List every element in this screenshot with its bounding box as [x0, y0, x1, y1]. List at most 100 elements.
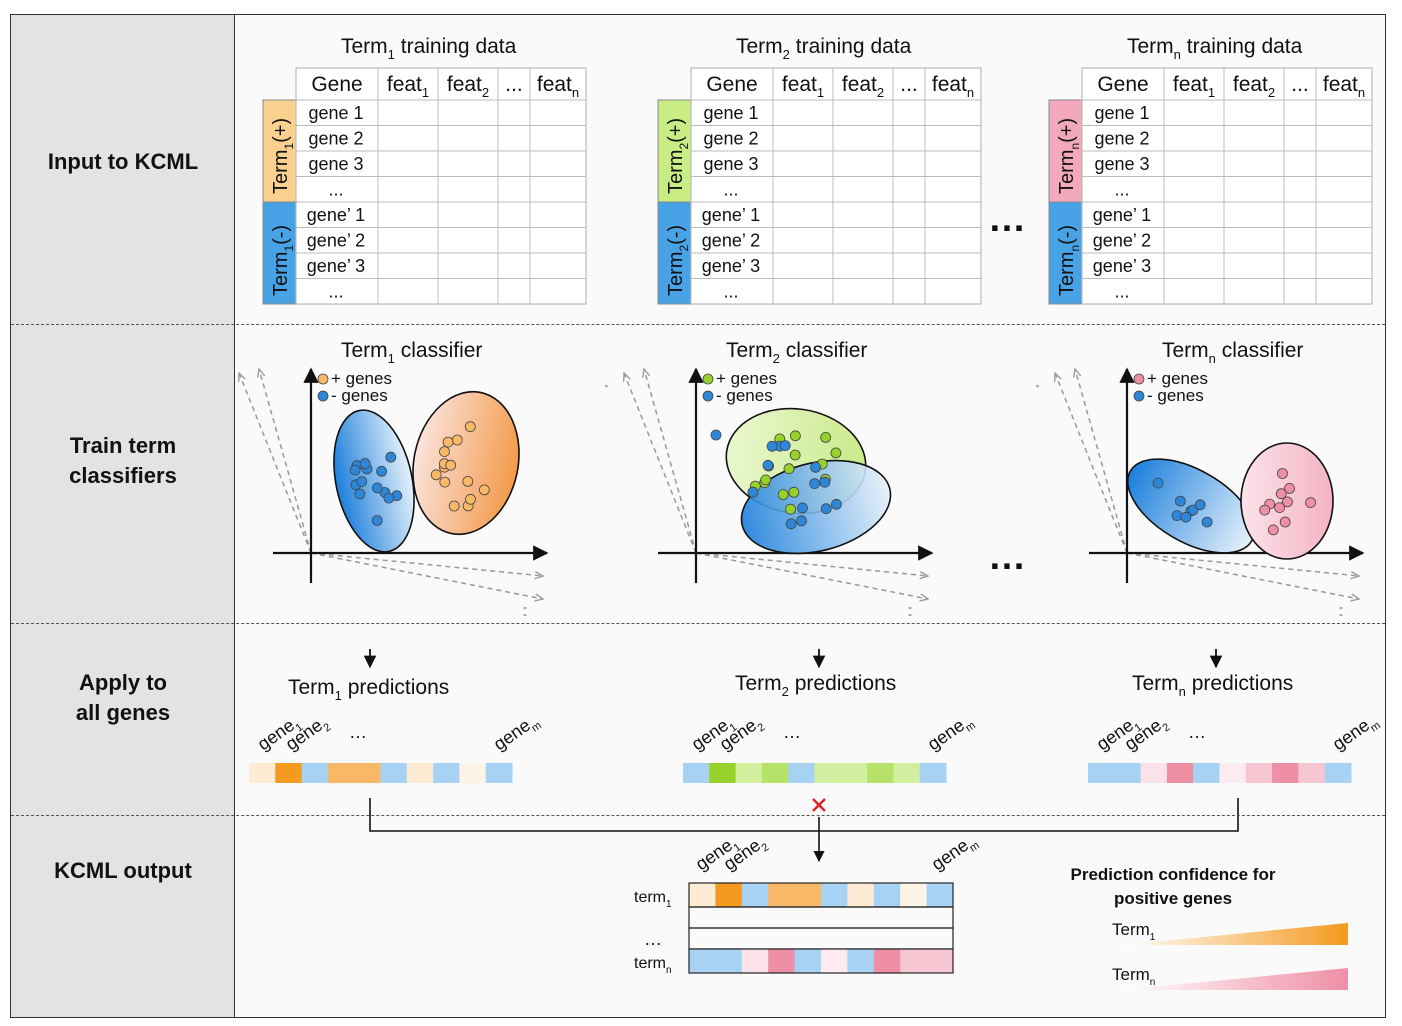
- gene-point: [442, 436, 454, 448]
- gene-point: [819, 476, 831, 488]
- output-cell: [926, 949, 954, 973]
- gene-point: [478, 484, 490, 496]
- prediction-cell: [893, 763, 921, 783]
- gene-point: [376, 465, 388, 477]
- confidence-legend: Term1 Termn: [1112, 920, 1348, 990]
- table-row-gene: gene 1: [308, 103, 363, 123]
- diagram-svg: Term1 training data Term1(+) Term1(-) Gene f…: [219, 35, 1383, 990]
- gene-point: [1152, 477, 1164, 489]
- gene-column-label: gene2: [716, 711, 768, 757]
- training-table-title: Termn training data: [1127, 35, 1303, 62]
- gene-column-label-last: genem: [1329, 710, 1383, 758]
- gene-point: [820, 431, 832, 443]
- training-table-title: Term1 training data: [341, 35, 517, 62]
- legend-positive-label: + genes: [331, 369, 392, 388]
- gene-point: [1201, 516, 1213, 528]
- legend-positive-dot: [702, 373, 714, 385]
- classifier-plot-3: Termn classifier + genes- genes: [1035, 339, 1365, 621]
- gene-point: [789, 449, 801, 461]
- table-row-gene: ...: [1114, 282, 1129, 302]
- gene-point: [465, 493, 476, 505]
- gene-point: [830, 447, 842, 459]
- alt-axis-line: [1055, 373, 1128, 554]
- prediction-cell: [354, 763, 381, 783]
- negative-set-label: Term2(-): [665, 225, 691, 296]
- gene-columns-ellipsis: …: [783, 722, 801, 742]
- gene-point: [790, 430, 801, 442]
- table-row-gene: gene 3: [1094, 154, 1149, 174]
- gene-point: [448, 500, 460, 512]
- output-cell: [873, 883, 901, 907]
- gene-point: [439, 476, 451, 488]
- classifier-title: Term1 classifier: [341, 339, 482, 366]
- gene-point: [1171, 510, 1183, 521]
- gene-point: [1277, 468, 1288, 479]
- gene-point: [451, 434, 463, 446]
- table-header-cell: feat1: [782, 73, 824, 100]
- table-row-gene: gene 3: [308, 154, 363, 174]
- prediction-cell: [1324, 763, 1352, 783]
- table-row-gene: gene’ 1: [702, 205, 760, 225]
- alt-axis-line: [239, 373, 312, 554]
- legend-positive-label: + genes: [716, 369, 777, 388]
- table-grid-border: [295, 67, 587, 305]
- table-row-gene: gene 2: [308, 129, 363, 149]
- gene-point: [783, 463, 795, 475]
- alt-axis-line: [259, 369, 312, 554]
- table-header-cell: feat2: [1233, 73, 1275, 100]
- prediction-cell: [683, 763, 710, 783]
- table-header-cell: featn: [1323, 73, 1365, 100]
- gene-point: [464, 421, 476, 433]
- confidence-gradient-ramp: [1121, 923, 1348, 945]
- table-row-gene: gene 2: [1094, 129, 1149, 149]
- gene-point: [785, 518, 797, 530]
- table-row-gene: gene’ 3: [307, 256, 365, 276]
- table-header-cell: Gene: [311, 73, 362, 96]
- table-row-gene: gene’ 2: [307, 231, 365, 251]
- prediction-cell: [867, 763, 894, 783]
- gene-point: [1180, 511, 1192, 523]
- gene-point: [1274, 502, 1285, 514]
- output-cell: [715, 883, 743, 907]
- gene-point: [810, 461, 821, 473]
- gene-point: [747, 486, 759, 498]
- negative-set-label-bg: [657, 201, 692, 305]
- stage-label-output: KCML output: [54, 858, 192, 883]
- table-header-cell: ...: [505, 73, 523, 96]
- alt-axis-line: [1126, 552, 1359, 576]
- prediction-cell: [788, 763, 815, 783]
- classifier-title: Termn classifier: [1162, 339, 1303, 366]
- output-cell: [794, 949, 822, 973]
- separator-input-train: [11, 324, 1385, 325]
- gene-point: [1275, 488, 1287, 500]
- output-row-border: [688, 948, 954, 974]
- output-cell: [847, 883, 875, 907]
- gene-point: [777, 489, 789, 500]
- legend-negative-label: - genes: [716, 386, 773, 405]
- table-header-cell: Gene: [706, 73, 757, 96]
- output-row-border: [688, 906, 954, 929]
- negative-cluster: [740, 459, 892, 555]
- table-row-gene: gene 1: [1094, 103, 1149, 123]
- gene-point: [1194, 499, 1206, 511]
- gene-point: [1282, 496, 1293, 508]
- gene-columns-ellipsis: …: [1188, 722, 1206, 742]
- gene-column-label: gene2: [1121, 711, 1173, 757]
- table-header-cell: featn: [537, 73, 579, 100]
- gene-point: [371, 515, 383, 526]
- alt-axis-line: [695, 552, 928, 576]
- gene-point: [831, 498, 842, 510]
- gene-point: [1175, 495, 1186, 507]
- prediction-cell: [919, 763, 947, 783]
- gene-column-label-last: genem: [924, 710, 978, 758]
- classifier-title: Term2 classifier: [726, 339, 867, 366]
- table-grid-border: [690, 67, 982, 305]
- table-row-gene: ...: [328, 180, 343, 200]
- diagram-area: Term1 training data Term1(+) Term1(-) Gene f…: [219, 15, 1385, 1017]
- output-row-border: [688, 927, 954, 950]
- prediction-cell: [249, 763, 276, 783]
- gene-point: [445, 459, 457, 471]
- prediction-cell: [709, 763, 737, 783]
